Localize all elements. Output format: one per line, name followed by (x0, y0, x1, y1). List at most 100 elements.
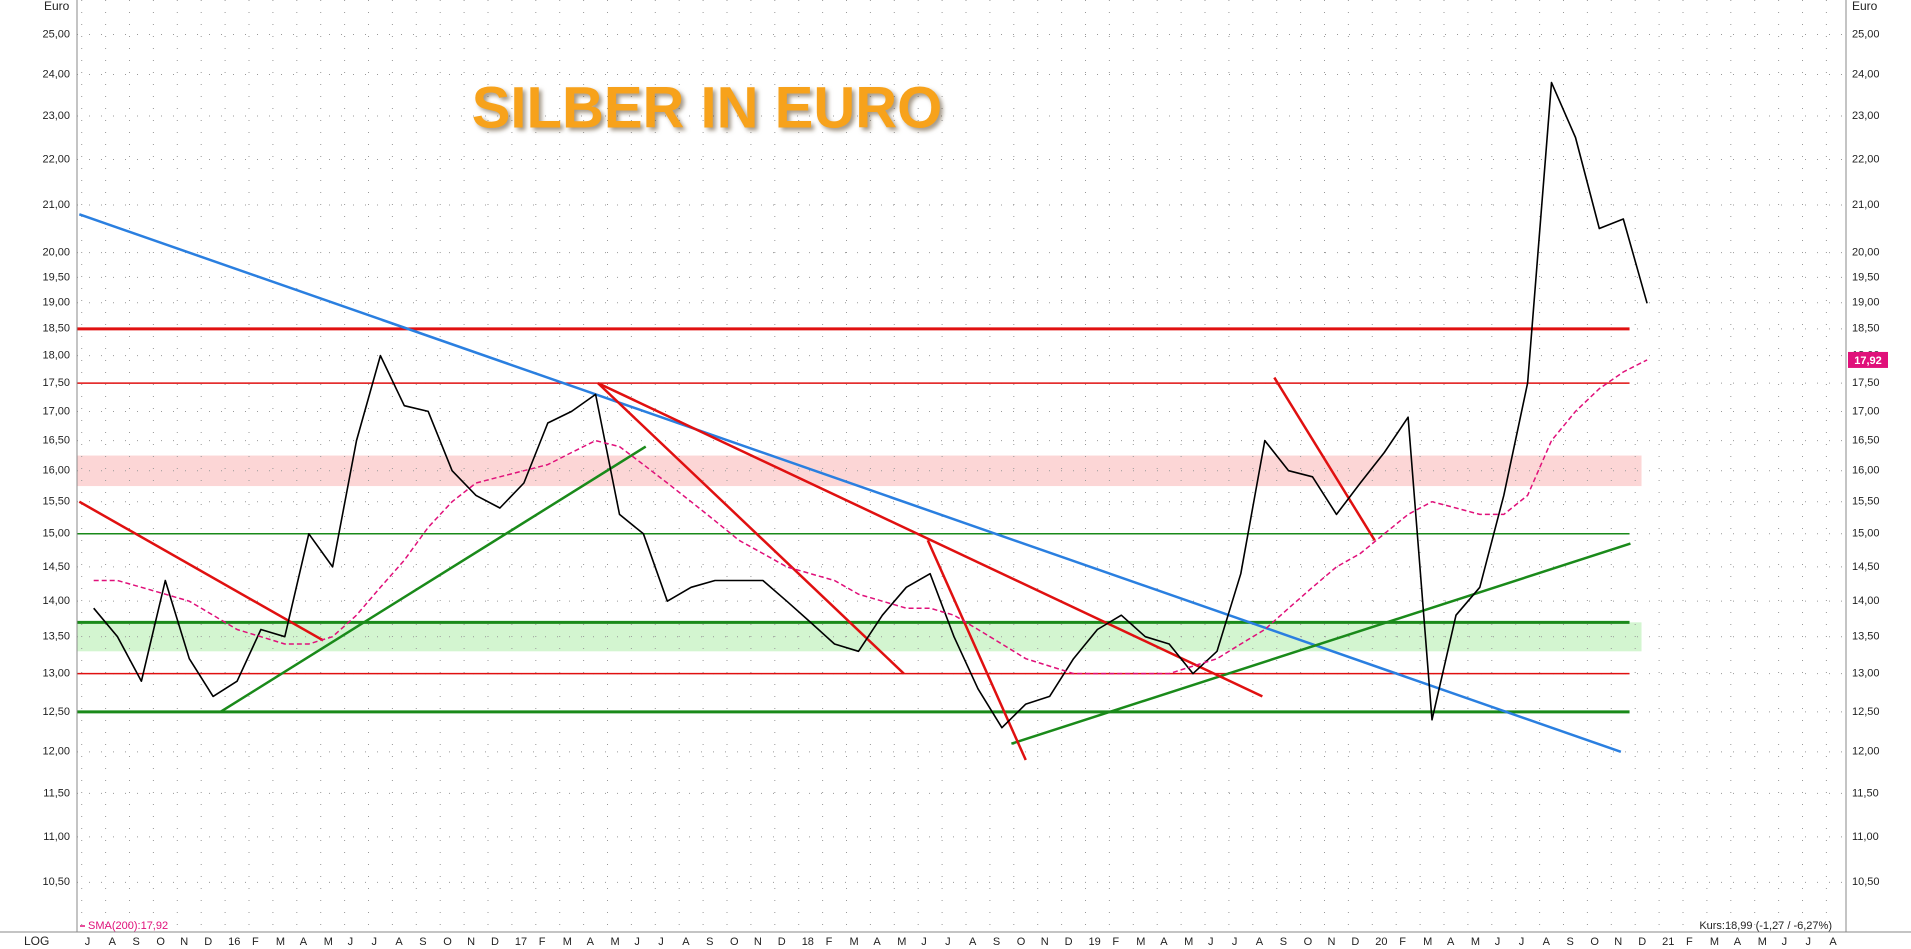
y-tick-label: 19,50 (42, 271, 70, 283)
y-tick-label: 13,00 (42, 668, 70, 680)
x-tick-label: F (1399, 936, 1406, 948)
x-tick-label: D (778, 936, 786, 948)
y-tick-label-right: 17,50 (1852, 377, 1880, 389)
x-tick-label: D (1638, 936, 1646, 948)
y-tick-label-right: 19,50 (1852, 271, 1880, 283)
y-tick-label-right: 19,00 (1852, 297, 1880, 309)
y-tick-label: 12,50 (42, 706, 70, 718)
x-tick-label: N (1328, 936, 1336, 948)
y-tick-label: 15,50 (42, 496, 70, 508)
x-tick-label: 21 (1662, 936, 1674, 948)
x-tick-label: M (276, 936, 285, 948)
x-tick-label: 16 (228, 936, 240, 948)
y-tick-label: 24,00 (42, 68, 70, 80)
x-tick-label: A (300, 936, 308, 948)
y-tick-label-right: 16,00 (1852, 465, 1880, 477)
x-tick-label: M (1423, 936, 1432, 948)
x-tick-label: S (1567, 936, 1574, 948)
y-unit-left: Euro (44, 0, 70, 13)
x-tick-label: J (1782, 936, 1788, 948)
y-tick-label: 10,50 (42, 876, 70, 888)
x-tick-label: M (850, 936, 859, 948)
x-tick-label: 20 (1375, 936, 1387, 948)
last-value-tag (1848, 351, 1888, 368)
legend-label: SMA(200):17,92 (88, 920, 168, 932)
x-tick-label: A (395, 936, 403, 948)
x-tick-label: F (252, 936, 259, 948)
y-tick-label-right: 10,50 (1852, 876, 1880, 888)
x-tick-label: 19 (1089, 936, 1101, 948)
trend-line (597, 381, 1263, 698)
x-tick-label: J (372, 936, 378, 948)
trend-line (219, 445, 647, 713)
y-tick-label: 18,50 (42, 323, 70, 335)
y-tick-label: 21,00 (42, 199, 70, 211)
x-tick-label: A (1256, 936, 1264, 948)
x-tick-label: M (1710, 936, 1719, 948)
x-tick-label: O (443, 936, 452, 948)
y-tick-label: 15,00 (42, 528, 70, 540)
x-tick-label: M (1471, 936, 1480, 948)
last-value-label: 17,92 (1854, 355, 1882, 367)
y-tick-label-right: 15,50 (1852, 496, 1880, 508)
x-tick-label: F (539, 936, 546, 948)
data (93, 81, 1648, 729)
y-tick-label-right: 13,00 (1852, 668, 1880, 680)
x-tick-label: M (611, 936, 620, 948)
trend-line (597, 382, 905, 675)
x-tick-label: S (706, 936, 713, 948)
x-tick-label: M (324, 936, 333, 948)
y-tick-label-right: 11,00 (1852, 831, 1879, 843)
x-tick-label: O (1304, 936, 1313, 948)
y-tick-label-right: 16,50 (1852, 435, 1880, 447)
y-tick-label: 19,00 (42, 297, 70, 309)
y-tick-label: 16,00 (42, 465, 70, 477)
y-tick-label: 11,00 (43, 831, 70, 843)
x-tick-label: N (754, 936, 762, 948)
y-tick-label-right: 17,00 (1852, 405, 1880, 417)
x-tick-label: D (204, 936, 212, 948)
y-tick-label-right: 13,50 (1852, 631, 1880, 643)
x-tick-label: M (1184, 936, 1193, 948)
y-tick-label: 12,00 (42, 746, 70, 758)
trend-line (926, 539, 1027, 761)
x-tick-label: M (1136, 936, 1145, 948)
x-tick-label: N (180, 936, 188, 948)
y-tick-label: 16,50 (42, 435, 70, 447)
x-tick-label: A (873, 936, 881, 948)
x-tick-label: A (1734, 936, 1742, 948)
y-tick-label: 17,00 (42, 405, 70, 417)
labels: SILBER IN EURO Euro Euro LOG Kurs:18,99 … (24, 0, 1888, 948)
x-tick-label: J (1806, 936, 1812, 948)
zone-band (77, 622, 1642, 652)
sma-line (93, 359, 1648, 675)
bands (77, 455, 1642, 652)
x-tick-label: A (587, 936, 595, 948)
y-tick-label-right: 14,00 (1852, 595, 1880, 607)
last-price: Kurs:18,99 (-1,27 / -6,27%) (1699, 920, 1832, 932)
y-tick-label-right: 22,00 (1852, 153, 1880, 165)
x-tick-label: A (1543, 936, 1551, 948)
x-tick-label: J (1208, 936, 1214, 948)
y-tick-label-right: 15,00 (1852, 528, 1880, 540)
x-tick-label: J (348, 936, 354, 948)
y-tick-label-right: 25,00 (1852, 28, 1880, 40)
x-tick-label: M (563, 936, 572, 948)
x-tick-label: S (1280, 936, 1287, 948)
trend-line (1011, 542, 1631, 745)
price-line (93, 81, 1648, 729)
y-tick-label: 14,50 (42, 561, 70, 573)
y-tick-label-right: 12,50 (1852, 706, 1880, 718)
x-tick-label: J (945, 936, 951, 948)
y-tick-label: 14,00 (42, 595, 70, 607)
y-tick-label-right: 21,00 (1852, 199, 1880, 211)
y-tick-label-right: 14,50 (1852, 561, 1880, 573)
y-tick-label-right: 24,00 (1852, 68, 1880, 80)
x-tick-label: A (969, 936, 977, 948)
x-tick-label: J (85, 936, 91, 948)
y-tick-label: 17,50 (42, 377, 70, 389)
y-tick-label-right: 18,50 (1852, 323, 1880, 335)
x-tick-label: S (133, 936, 140, 948)
x-tick-label: F (826, 936, 833, 948)
